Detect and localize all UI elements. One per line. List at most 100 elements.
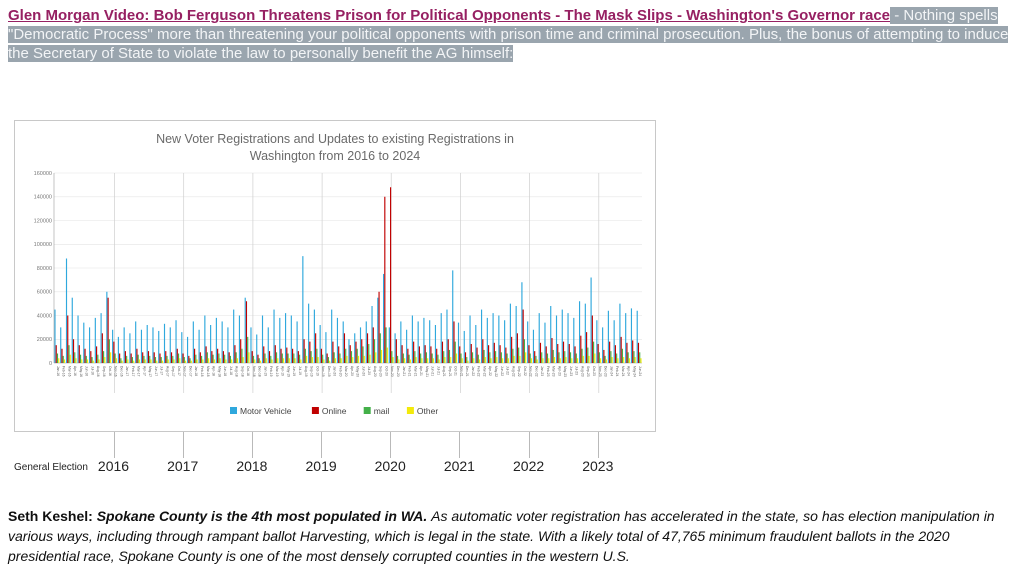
svg-text:Jun-24: Jun-24 — [638, 366, 642, 376]
svg-text:Online: Online — [322, 406, 347, 416]
svg-text:Apr-20: Apr-20 — [350, 366, 354, 376]
svg-text:Aug-22: Aug-22 — [511, 366, 515, 377]
election-gridline — [251, 432, 253, 458]
svg-text:Feb-19: Feb-19 — [269, 366, 273, 377]
svg-text:Dec-21: Dec-21 — [465, 366, 469, 377]
svg-text:Feb-21: Feb-21 — [408, 366, 412, 377]
election-gridline — [390, 432, 392, 458]
svg-text:Feb-18: Feb-18 — [200, 366, 204, 377]
svg-text:Dec-22: Dec-22 — [534, 366, 538, 377]
commentary: Seth Keshel: Spokane County is the 4th m… — [8, 506, 1012, 566]
svg-text:Nov-23: Nov-23 — [598, 366, 602, 377]
svg-text:May-17: May-17 — [148, 366, 152, 377]
svg-text:Jun-20: Jun-20 — [361, 366, 365, 376]
svg-text:May-19: May-19 — [287, 366, 291, 377]
svg-text:May-23: May-23 — [563, 366, 567, 377]
svg-text:Mar-19: Mar-19 — [275, 366, 279, 377]
election-gridline — [528, 432, 530, 458]
election-gridline — [113, 432, 115, 458]
election-gridline — [597, 432, 599, 458]
svg-text:Dec-17: Dec-17 — [189, 366, 193, 377]
year-label: 2020 — [374, 458, 406, 474]
svg-text:Apr-24: Apr-24 — [627, 366, 631, 376]
svg-text:Jan-18: Jan-18 — [194, 366, 198, 376]
svg-text:0: 0 — [49, 361, 52, 367]
svg-text:Jul-16: Jul-16 — [91, 366, 95, 375]
svg-text:Feb-17: Feb-17 — [131, 366, 135, 377]
svg-text:Apr-23: Apr-23 — [557, 366, 561, 376]
svg-text:Jan-24: Jan-24 — [609, 366, 613, 376]
svg-text:May-16: May-16 — [79, 366, 83, 377]
svg-text:Jun-18: Jun-18 — [223, 366, 227, 376]
svg-text:Jun-23: Jun-23 — [569, 366, 573, 376]
year-label: 2016 — [97, 458, 130, 474]
svg-text:Sep-16: Sep-16 — [102, 366, 106, 377]
svg-text:140000: 140000 — [34, 194, 52, 200]
svg-text:Dec-20: Dec-20 — [396, 366, 400, 377]
svg-text:Jul-20: Jul-20 — [367, 366, 371, 375]
svg-text:Aug-21: Aug-21 — [442, 366, 446, 377]
year-label: 2021 — [443, 458, 475, 474]
svg-text:40000: 40000 — [37, 313, 52, 319]
svg-text:Mar-20: Mar-20 — [344, 366, 348, 377]
svg-text:Apr-17: Apr-17 — [142, 366, 146, 376]
svg-text:Mar-16: Mar-16 — [67, 366, 71, 377]
svg-text:Jul-17: Jul-17 — [160, 366, 164, 375]
svg-text:Sep-17: Sep-17 — [171, 366, 175, 377]
svg-text:Jun-21: Jun-21 — [431, 366, 435, 376]
chart-canvas: 0 20000 40000 60000 80000 100000 120000 140000 1… — [34, 171, 642, 416]
svg-text:Aug-16: Aug-16 — [96, 366, 100, 377]
svg-text:Feb-16: Feb-16 — [62, 366, 66, 377]
svg-text:100000: 100000 — [34, 242, 52, 248]
svg-text:May-18: May-18 — [217, 366, 221, 377]
svg-text:Jun-19: Jun-19 — [292, 366, 296, 376]
svg-text:Mar-24: Mar-24 — [621, 366, 625, 377]
svg-text:Jul-19: Jul-19 — [298, 366, 302, 375]
svg-text:Nov-17: Nov-17 — [183, 366, 187, 377]
svg-text:mail: mail — [374, 406, 390, 416]
svg-text:20000: 20000 — [37, 337, 52, 343]
svg-text:Jan-22: Jan-22 — [471, 366, 475, 376]
svg-text:Mar-17: Mar-17 — [137, 366, 141, 377]
election-gridline — [321, 432, 323, 458]
year-label: 2022 — [513, 458, 545, 474]
svg-text:Jan-16: Jan-16 — [56, 366, 60, 376]
svg-text:Apr-16: Apr-16 — [73, 366, 77, 376]
svg-text:160000: 160000 — [34, 171, 52, 177]
svg-text:Oct-19: Oct-19 — [315, 366, 319, 376]
svg-text:Mar-18: Mar-18 — [206, 366, 210, 377]
svg-text:Oct-21: Oct-21 — [454, 366, 458, 376]
svg-text:Aug-18: Aug-18 — [235, 366, 239, 377]
svg-text:Nov-20: Nov-20 — [390, 366, 394, 377]
svg-text:Jan-17: Jan-17 — [125, 366, 129, 376]
svg-text:Sep-20: Sep-20 — [379, 366, 383, 377]
svg-text:Feb-22: Feb-22 — [477, 366, 481, 377]
svg-text:Aug-20: Aug-20 — [373, 366, 377, 377]
svg-text:Aug-23: Aug-23 — [581, 366, 585, 377]
voter-registration-chart: New Voter Registrations and Updates to e… — [14, 120, 656, 432]
svg-text:Feb-20: Feb-20 — [338, 366, 342, 377]
svg-text:Oct-16: Oct-16 — [108, 366, 112, 376]
svg-text:Motor Vehicle: Motor Vehicle — [240, 406, 292, 416]
headline-link[interactable]: Glen Morgan Video: Bob Ferguson Threaten… — [8, 7, 891, 24]
svg-text:Aug-17: Aug-17 — [165, 366, 169, 377]
svg-text:Nov-16: Nov-16 — [114, 366, 118, 377]
year-label: 2023 — [582, 458, 614, 474]
svg-text:Sep-23: Sep-23 — [586, 366, 590, 377]
election-gridline — [459, 432, 461, 458]
headline-block: Glen Morgan Video: Bob Ferguson Threaten… — [8, 6, 1016, 63]
svg-text:May-20: May-20 — [356, 366, 360, 377]
svg-text:Sep-19: Sep-19 — [310, 366, 314, 377]
svg-text:Nov-21: Nov-21 — [459, 366, 463, 377]
svg-text:Jul-21: Jul-21 — [436, 366, 440, 375]
svg-text:Jan-23: Jan-23 — [540, 366, 544, 376]
svg-text:Dec-16: Dec-16 — [119, 366, 123, 377]
svg-text:Sep-21: Sep-21 — [448, 366, 452, 377]
svg-text:Apr-18: Apr-18 — [212, 366, 216, 376]
svg-text:Jun-22: Jun-22 — [500, 366, 504, 376]
svg-text:80000: 80000 — [37, 266, 52, 272]
year-label: 2018 — [236, 458, 268, 474]
svg-text:Dec-18: Dec-18 — [258, 366, 262, 377]
general-election-label: General Election — [14, 462, 88, 473]
